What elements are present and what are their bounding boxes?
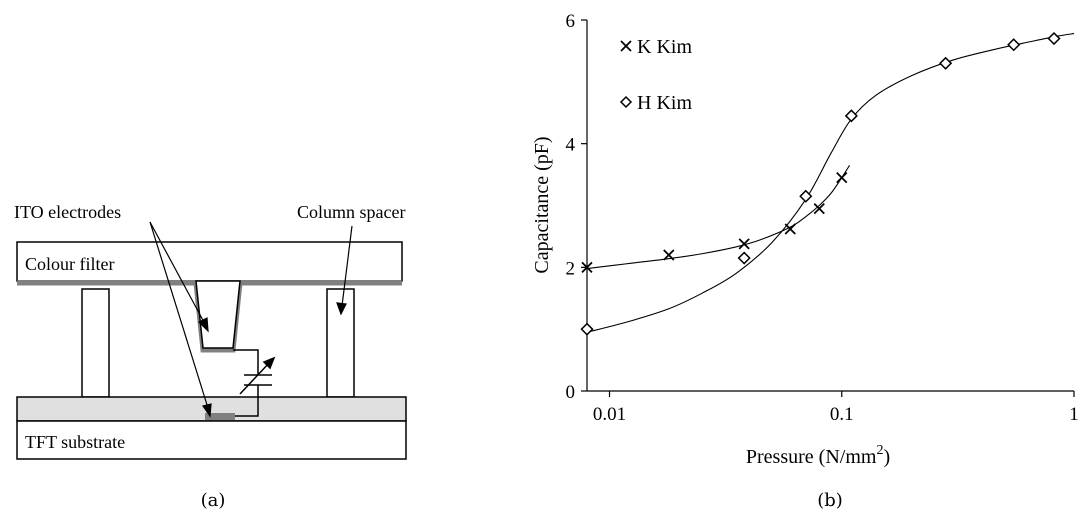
column-spacer-label: Column spacer	[297, 202, 405, 222]
h-kim-point	[1047, 31, 1061, 46]
y-tick-label: 2	[566, 258, 576, 279]
ito-electrodes-label: ITO electrodes	[14, 202, 121, 222]
y-axis-title: Capacitance (pF)	[531, 136, 553, 273]
x-tick-label: 0.01	[593, 404, 626, 425]
chart-panel: 0 2 4 6 0.01 0.1 1 K Kim H Kim Pressure (N/mm…	[531, 11, 1079, 511]
diagram-panel: Colour filter TFT substrate ITO electrod…	[14, 202, 407, 511]
chart-legend: K Kim H Kim	[619, 36, 692, 114]
y-axis-ticks: 0 2 4 6	[566, 11, 587, 403]
h-kim-point	[799, 189, 813, 203]
diagram-caption: (a)	[201, 490, 226, 511]
colour-filter-layer	[16, 241, 403, 282]
x-tick-label: 1	[1069, 404, 1079, 425]
tft-substrate-layer	[16, 420, 407, 460]
fit-curve-k-kim	[586, 165, 850, 270]
k-kim-point	[813, 202, 825, 215]
fit-curve-h-kim	[586, 33, 1075, 333]
chart-caption: (b)	[817, 490, 843, 511]
data-markers	[580, 31, 1061, 336]
k-kim-point	[738, 238, 750, 250]
k-kim-point	[581, 261, 593, 273]
k-kim-point	[663, 249, 675, 261]
y-tick-label: 6	[566, 11, 576, 32]
colour-filter-label: Colour filter	[25, 254, 114, 274]
left-column-spacer	[81, 288, 110, 398]
spacer-leader-arrow	[336, 225, 353, 316]
tft-substrate-label: TFT substrate	[25, 432, 125, 452]
h-kim-point	[939, 56, 953, 70]
h-kim-point	[844, 109, 858, 123]
variable-capacitor-symbol	[233, 349, 276, 417]
protrusion	[195, 280, 241, 349]
k-kim-point	[784, 223, 796, 235]
ito-leader-arrows	[149, 221, 212, 418]
h-kim-point	[737, 251, 751, 265]
y-tick-label: 0	[566, 382, 576, 403]
h-kim-point	[580, 322, 594, 336]
x-axis-title: Pressure (N/mm2)	[746, 443, 890, 468]
legend-marker-x	[620, 40, 632, 52]
x-axis-ticks: 0.01 0.1 1	[593, 391, 1079, 425]
legend-marker-diamond	[619, 95, 633, 109]
y-tick-label: 4	[566, 135, 576, 156]
k-kim-point	[836, 172, 848, 184]
fit-curves	[586, 33, 1075, 333]
legend-label-h-kim: H Kim	[637, 92, 692, 114]
h-kim-point	[1007, 38, 1021, 52]
top-ito-electrode	[17, 280, 402, 353]
legend-label-k-kim: K Kim	[637, 36, 692, 58]
bottom-ito-electrode	[205, 413, 235, 420]
x-tick-label: 0.1	[830, 404, 854, 425]
